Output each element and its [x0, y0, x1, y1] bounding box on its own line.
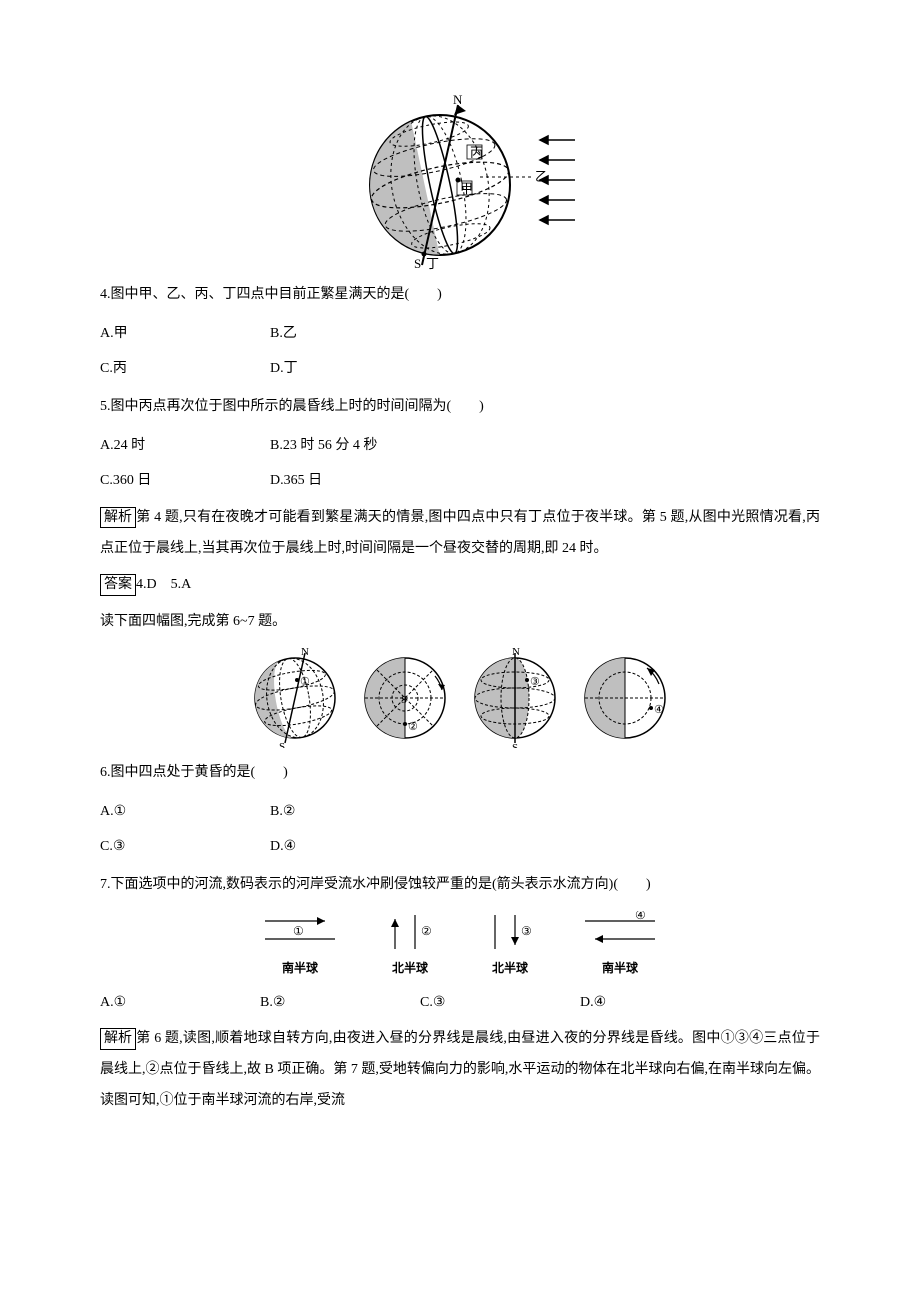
label-bing: 丙	[470, 145, 483, 160]
svg-text:N: N	[301, 648, 309, 658]
label-jia: 甲	[460, 181, 473, 196]
q7-opt-c: C.③	[420, 988, 580, 1019]
analysis-45-text: 第 4 题,只有在夜晚才可能看到繁星满天的情景,图中四点中只有丁点位于夜半球。第…	[100, 510, 820, 556]
svg-text:④: ④	[654, 704, 664, 716]
river-3: ③ 北半球	[475, 911, 545, 981]
answer-45-text: 4.D 5.A	[136, 577, 191, 592]
label-yi: 乙	[535, 169, 548, 184]
q5-opt-b: B.23 时 56 分 4 秒	[270, 431, 440, 462]
q5-opt-a: A.24 时	[100, 431, 270, 462]
river-2-hemi: 北半球	[375, 955, 445, 981]
analysis-label-45: 解析	[100, 507, 136, 529]
q4-opt-a: A.甲	[100, 319, 270, 350]
q6-opt-d: D.④	[270, 832, 440, 863]
q4-opt-b: B.乙	[270, 319, 440, 350]
answer-label-45: 答案	[100, 574, 136, 596]
q5-opt-c: C.360 日	[100, 466, 270, 497]
analysis-label-67: 解析	[100, 1028, 136, 1050]
q5-opts-row2: C.360 日 D.365 日	[100, 466, 820, 497]
svg-text:①: ①	[293, 924, 304, 938]
q4-opt-c: C.丙	[100, 354, 270, 385]
figure-globe-1: 丙 甲 乙 N S 丁	[100, 90, 820, 270]
answer-45: 答案4.D 5.A	[100, 570, 820, 601]
q6-opt-a: A.①	[100, 797, 270, 828]
q5-opt-d: D.365 日	[270, 466, 440, 497]
svg-text:②: ②	[408, 721, 418, 733]
svg-text:②: ②	[421, 924, 432, 938]
label-ding: 丁	[426, 256, 439, 270]
q5-stem: 5.图中丙点再次位于图中所示的晨昏线上时的时间间隔为( )	[100, 392, 820, 423]
q7-stem: 7.下面选项中的河流,数码表示的河岸受流水冲刷侵蚀较严重的是(箭头表示水流方向)…	[100, 870, 820, 901]
river-1: ① 南半球	[255, 911, 345, 981]
label-n1: N	[453, 92, 463, 107]
q6-opt-c: C.③	[100, 832, 270, 863]
q4-opts-row1: A.甲 B.乙	[100, 319, 820, 350]
q4-opts-row2: C.丙 D.丁	[100, 354, 820, 385]
q7-opt-d: D.④	[580, 988, 740, 1019]
q4-opt-d: D.丁	[270, 354, 440, 385]
river-2: ② 北半球	[375, 911, 445, 981]
q6-opt-b: B.②	[270, 797, 440, 828]
analysis-67-text: 第 6 题,读图,顺着地球自转方向,由夜进入昼的分界线是晨线,由昼进入夜的分界线…	[100, 1031, 820, 1108]
svg-text:S: S	[279, 741, 285, 748]
q7-opt-a: A.①	[100, 988, 260, 1019]
svg-text:S: S	[512, 742, 518, 748]
label-s1: S	[414, 256, 421, 270]
analysis-67: 解析第 6 题,读图,顺着地球自转方向,由夜进入昼的分界线是晨线,由昼进入夜的分…	[100, 1024, 820, 1116]
svg-text:③: ③	[521, 924, 532, 938]
q6-opts-row2: C.③ D.④	[100, 832, 820, 863]
intro-67: 读下面四幅图,完成第 6~7 题。	[100, 607, 820, 638]
svg-text:N: N	[512, 648, 520, 658]
river-1-hemi: 南半球	[255, 955, 345, 981]
q6-opts-row1: A.① B.②	[100, 797, 820, 828]
q7-opts: A.① B.② C.③ D.④	[100, 988, 820, 1019]
q5-opts-row1: A.24 时 B.23 时 56 分 4 秒	[100, 431, 820, 462]
river-4-hemi: 南半球	[575, 955, 665, 981]
svg-text:①: ①	[300, 676, 310, 688]
q7-opt-b: B.②	[260, 988, 420, 1019]
figure-four-globes: ① N S S ②	[100, 648, 820, 748]
svg-text:③: ③	[530, 676, 540, 688]
river-4: ④ 南半球	[575, 911, 665, 981]
analysis-45: 解析第 4 题,只有在夜晚才可能看到繁星满天的情景,图中四点中只有丁点位于夜半球…	[100, 503, 820, 565]
svg-text:④: ④	[635, 911, 646, 922]
river-3-hemi: 北半球	[475, 955, 545, 981]
q6-stem: 6.图中四点处于黄昏的是( )	[100, 758, 820, 789]
figure-rivers: ① 南半球 ② 北半球 ③ 北半球 ④ 南半球	[100, 911, 820, 981]
q4-stem: 4.图中甲、乙、丙、丁四点中目前正繁星满天的是( )	[100, 280, 820, 311]
svg-text:S: S	[401, 694, 407, 706]
